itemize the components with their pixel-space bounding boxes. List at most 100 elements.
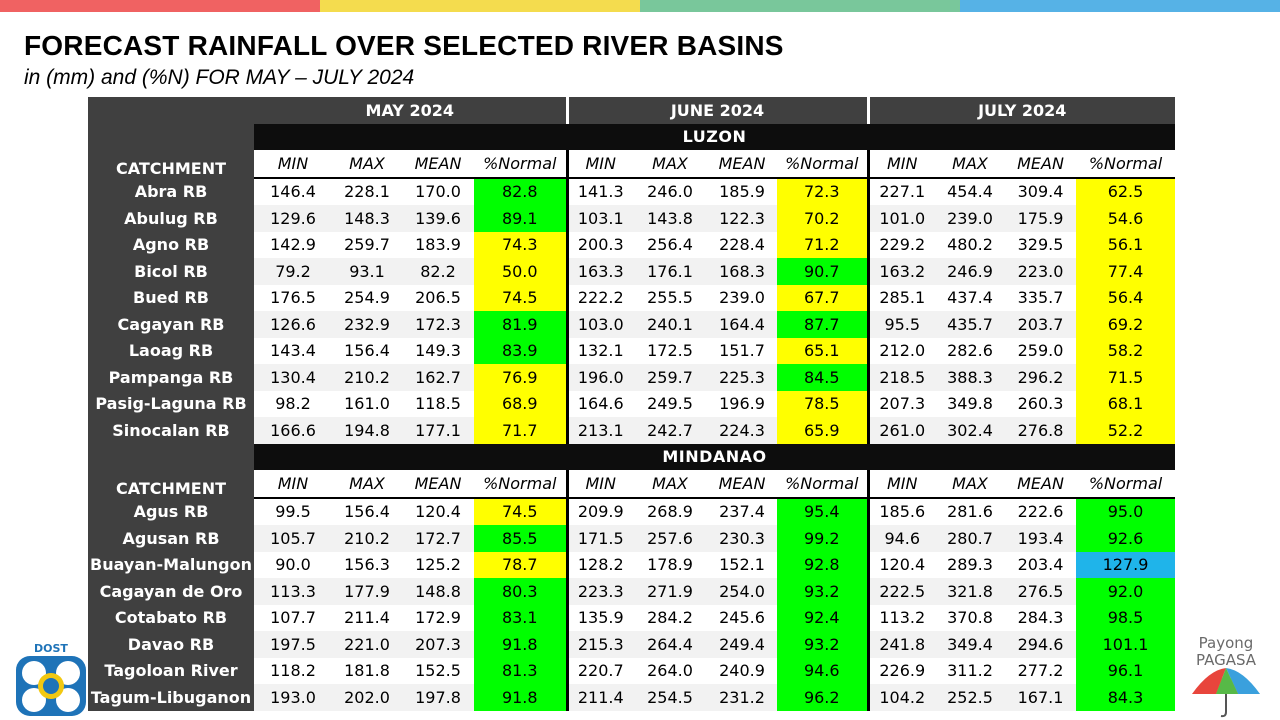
column-header: MEAN	[1005, 150, 1076, 179]
column-header: %Normal	[1076, 150, 1175, 179]
percent-normal-cell: 96.2	[777, 684, 868, 711]
top-bar-red	[0, 0, 320, 12]
value-cell: 246.0	[633, 177, 707, 205]
value-cell: 130.4	[254, 364, 332, 391]
value-cell: 104.2	[866, 684, 935, 711]
column-header: MAX	[332, 150, 402, 179]
value-cell: 296.2	[1005, 364, 1076, 391]
top-color-bar	[0, 0, 1280, 12]
value-cell: 82.2	[402, 258, 474, 285]
catchment-name: Cagayan RB	[88, 311, 254, 338]
value-cell: 207.3	[402, 631, 474, 658]
table-row: Bicol RB 79.2 93.1 82.2 50.0 163.3 176.1 168.3 9…	[88, 258, 1175, 285]
percent-normal-cell: 74.5	[474, 284, 567, 311]
percent-normal-cell: 76.9	[474, 364, 567, 391]
table-row: Cagayan de Oro 113.3 177.9 148.8 80.3 223.3 27…	[88, 578, 1175, 605]
value-cell: 129.6	[254, 205, 332, 232]
value-cell: 167.1	[1005, 684, 1076, 711]
value-cell: 156.3	[332, 551, 402, 578]
value-cell: 239.0	[707, 284, 777, 311]
value-cell: 232.9	[332, 311, 402, 338]
value-cell: 135.9	[565, 604, 633, 631]
percent-normal-cell: 127.9	[1076, 551, 1175, 578]
value-cell: 256.4	[633, 231, 707, 258]
column-header: MIN	[565, 150, 633, 179]
value-cell: 118.2	[254, 657, 332, 684]
value-cell: 259.0	[1005, 337, 1076, 364]
catchment-name: Tagoloan River	[88, 657, 254, 684]
value-cell: 229.2	[866, 231, 935, 258]
percent-normal-cell: 101.1	[1076, 631, 1175, 658]
value-cell: 230.3	[707, 525, 777, 552]
value-cell: 148.8	[402, 578, 474, 605]
region-row: LUZON	[88, 123, 1175, 150]
value-cell: 99.5	[254, 497, 332, 525]
percent-normal-cell: 83.1	[474, 604, 567, 631]
region-header: MINDANAO	[254, 443, 1175, 470]
column-header: MAX	[332, 470, 402, 499]
top-bar-yellow	[320, 0, 640, 12]
value-cell: 113.2	[866, 604, 935, 631]
catchment-name: Laoag RB	[88, 337, 254, 364]
percent-normal-cell: 95.0	[1076, 497, 1175, 525]
value-cell: 176.1	[633, 258, 707, 285]
percent-normal-cell: 74.5	[474, 497, 567, 525]
catchment-header: CATCHMENT	[88, 443, 254, 498]
percent-normal-cell: 80.3	[474, 578, 567, 605]
value-cell: 321.8	[935, 578, 1005, 605]
percent-normal-cell: 69.2	[1076, 311, 1175, 338]
percent-normal-cell: 68.9	[474, 390, 567, 417]
percent-normal-cell: 52.2	[1076, 417, 1175, 444]
dost-logo-text: DOST	[34, 642, 68, 655]
value-cell: 255.5	[633, 284, 707, 311]
value-cell: 206.5	[402, 284, 474, 311]
value-cell: 120.4	[402, 497, 474, 525]
value-cell: 276.5	[1005, 578, 1076, 605]
value-cell: 211.4	[332, 604, 402, 631]
value-cell: 122.3	[707, 205, 777, 232]
table-row: Bued RB 176.5 254.9 206.5 74.5 222.2 255.5 239.…	[88, 284, 1175, 311]
value-cell: 168.3	[707, 258, 777, 285]
value-cell: 223.3	[565, 578, 633, 605]
value-cell: 149.3	[402, 337, 474, 364]
percent-normal-cell: 87.7	[777, 311, 868, 338]
percent-normal-cell: 72.3	[777, 177, 868, 205]
value-cell: 211.4	[565, 684, 633, 711]
value-cell: 176.5	[254, 284, 332, 311]
catchment-name: Buayan-Malungon	[88, 551, 254, 578]
table-row: Sinocalan RB 166.6 194.8 177.1 71.7 213.1 242.…	[88, 417, 1175, 444]
value-cell: 162.7	[402, 364, 474, 391]
value-cell: 164.4	[707, 311, 777, 338]
value-cell: 156.4	[332, 497, 402, 525]
value-cell: 437.4	[935, 284, 1005, 311]
value-cell: 240.1	[633, 311, 707, 338]
percent-normal-cell: 93.2	[777, 631, 868, 658]
value-cell: 171.5	[565, 525, 633, 552]
value-cell: 237.4	[707, 497, 777, 525]
percent-normal-cell: 95.4	[777, 497, 868, 525]
value-cell: 264.0	[633, 657, 707, 684]
value-cell: 152.1	[707, 551, 777, 578]
catchment-name: Abra RB	[88, 177, 254, 205]
value-cell: 202.0	[332, 684, 402, 711]
month-header: MAY 2024	[254, 97, 567, 124]
month-header: JULY 2024	[866, 97, 1175, 124]
value-cell: 196.0	[565, 364, 633, 391]
percent-normal-cell: 78.5	[777, 390, 868, 417]
value-cell: 228.1	[332, 177, 402, 205]
value-cell: 170.0	[402, 177, 474, 205]
value-cell: 282.6	[935, 337, 1005, 364]
catchment-name: Tagum-Libuganon	[88, 684, 254, 711]
value-cell: 143.4	[254, 337, 332, 364]
value-cell: 207.3	[866, 390, 935, 417]
value-cell: 329.5	[1005, 231, 1076, 258]
value-cell: 163.2	[866, 258, 935, 285]
table-row: Agno RB 142.9 259.7 183.9 74.3 200.3 256.4 228.…	[88, 231, 1175, 258]
value-cell: 254.9	[332, 284, 402, 311]
column-header: %Normal	[474, 150, 567, 179]
catchment-name: Bicol RB	[88, 258, 254, 285]
value-cell: 212.0	[866, 337, 935, 364]
percent-normal-cell: 58.2	[1076, 337, 1175, 364]
value-cell: 93.1	[332, 258, 402, 285]
value-cell: 222.6	[1005, 497, 1076, 525]
